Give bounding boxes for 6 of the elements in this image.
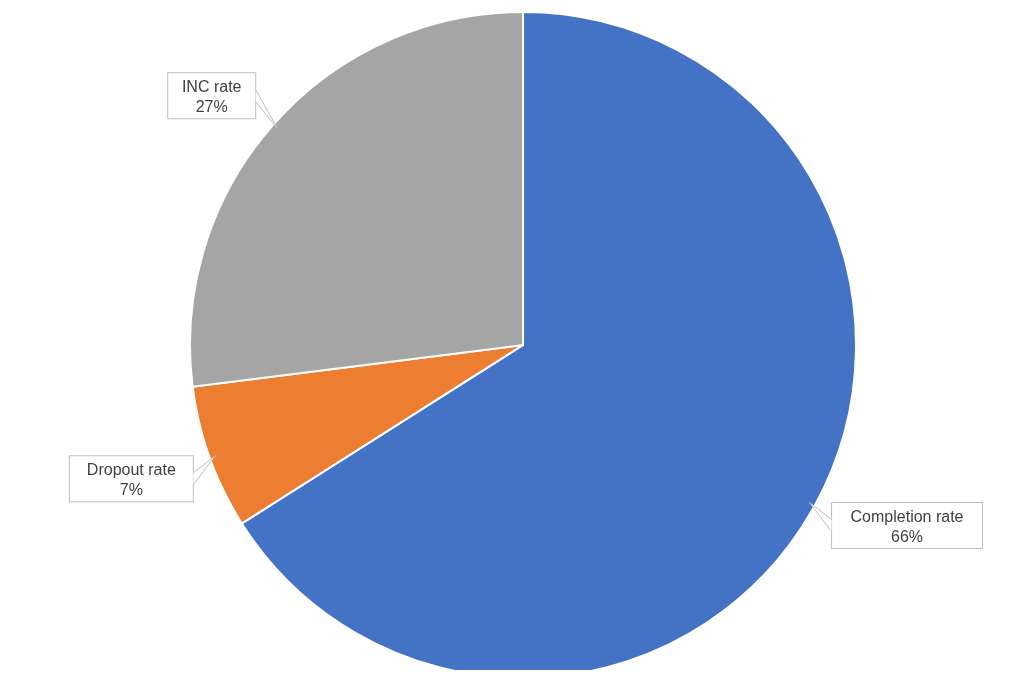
data-label: 27% [195,97,228,115]
slice-label: Dropout rate [86,460,176,478]
slice-label: Completion rate [850,507,964,525]
data-label: 7% [119,480,143,498]
data-label: 66% [891,527,924,545]
slice-label: INC rate [181,77,242,95]
